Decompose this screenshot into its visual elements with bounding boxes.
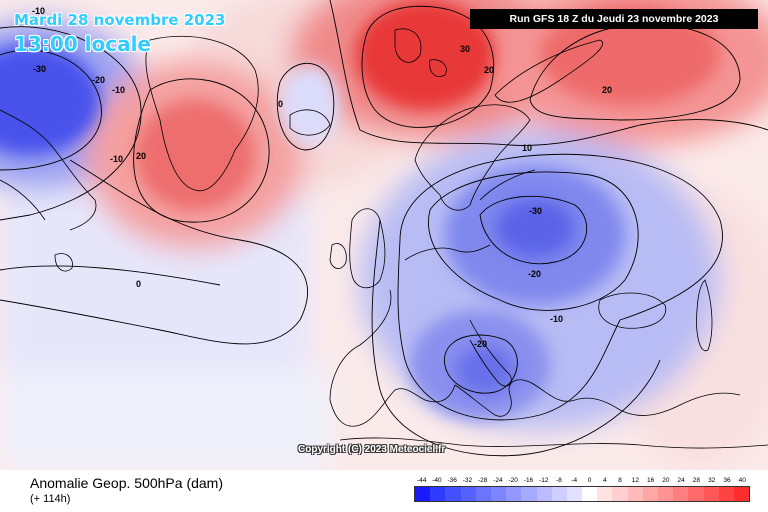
color-scale-swatch: [658, 487, 674, 501]
contour-label-minus20-central: -20: [528, 269, 541, 279]
color-scale-label: 28: [692, 477, 701, 484]
color-scale-label: 8: [618, 477, 622, 484]
forecast-time: 13:00 locale: [14, 32, 151, 56]
color-scale-label: 12: [631, 477, 639, 484]
color-scale-label: -32: [462, 477, 473, 484]
weather-map: -10 -30 -20 -10 -10 20 0 30 20 20 10 0 -…: [0, 0, 768, 470]
contour-label-minus10-nw2: -10: [112, 85, 125, 95]
color-scale-swatch: [506, 487, 522, 501]
forecast-date: Mardi 28 novembre 2023: [14, 11, 226, 29]
color-scale-swatch: [415, 487, 431, 501]
model-run-label: Run GFS 18 Z du Jeudi 23 novembre 2023: [470, 9, 758, 29]
color-scale-swatch: [612, 487, 628, 501]
color-scale-label: -40: [432, 477, 442, 484]
contour-label-0-atlantic: 0: [136, 279, 141, 289]
coastlines: [0, 28, 768, 449]
contour-label-20-greenland: 20: [136, 151, 146, 161]
color-scale-label: -36: [447, 477, 457, 484]
contour-label-20-russia: 20: [602, 85, 612, 95]
color-scale-swatches: [414, 486, 750, 502]
color-scale-labels: -44 -40 -36 -32 -28 -24 -20 -16 -12 -8 -4 0 4 8 12 16 20…: [414, 476, 750, 486]
map-title: Anomalie Geop. 500hPa (dam): [30, 475, 223, 491]
color-scale-legend: -44 -40 -36 -32 -28 -24 -20 -16 -12 -8 -4 0 4 8 12 16 20…: [414, 476, 750, 502]
color-scale-label: 20: [662, 477, 670, 484]
contour-label-minus20-nw: -20: [92, 75, 105, 85]
contour-label-20-scandinavia: 20: [484, 65, 494, 75]
color-scale-label: -12: [539, 477, 549, 484]
color-scale-swatch: [551, 487, 567, 501]
color-scale-label: -44: [416, 477, 427, 484]
contour-label-minus30-central: -30: [529, 206, 542, 216]
color-scale-label: -4: [571, 477, 578, 484]
color-scale-swatch: [475, 487, 491, 501]
color-scale-swatch: [627, 487, 643, 501]
contour-label-minus20-south: -20: [474, 339, 487, 349]
contour-label-minus10-nw: -10: [32, 6, 45, 16]
contour-lines: [0, 0, 768, 457]
forecast-lead-time: (+ 114h): [30, 493, 71, 505]
color-scale-label: 40: [738, 477, 746, 484]
contour-labels: -10 -30 -20 -10 -10 20 0 30 20 20 10 0 -…: [32, 6, 612, 349]
color-scale-swatch: [445, 487, 461, 501]
color-scale-swatch: [521, 487, 537, 501]
contour-label-minus10-labrador: -10: [110, 154, 123, 164]
color-scale-swatch: [490, 487, 507, 501]
color-scale-swatch: [703, 487, 719, 501]
color-scale-label: 4: [603, 477, 607, 484]
color-scale-label: 36: [723, 477, 731, 484]
contour-label-0-iceland: 0: [278, 99, 283, 109]
color-scale-swatch: [718, 487, 734, 501]
color-scale-swatch: [733, 487, 750, 501]
color-scale-label: -28: [477, 477, 488, 484]
color-scale-label: -24: [493, 477, 503, 484]
contour-label-10-baltic: 10: [522, 143, 532, 153]
color-scale-label: 24: [677, 477, 685, 484]
color-scale-swatch: [536, 487, 552, 501]
color-scale-swatch: [673, 487, 689, 501]
color-scale-label: 16: [647, 477, 655, 484]
color-scale-label: 0: [587, 477, 592, 484]
color-scale-label: -8: [556, 477, 562, 484]
color-scale-swatch: [642, 487, 658, 501]
color-scale-label: -20: [508, 477, 518, 484]
color-scale-swatch: [597, 487, 613, 501]
color-scale-swatch: [688, 487, 704, 501]
contour-label-30-scandinavia: 30: [460, 44, 470, 54]
contour-label-minus10-balkans: -10: [550, 314, 563, 324]
color-scale-swatch: [460, 487, 476, 501]
color-scale-swatch: [582, 487, 598, 501]
contour-label-minus30-nw: -30: [33, 64, 46, 74]
color-scale-label: -16: [523, 477, 534, 484]
color-scale-label: 32: [708, 477, 716, 484]
copyright-notice: Copyright (C) 2023 Meteociel.fr: [298, 444, 446, 455]
color-scale-swatch: [566, 487, 583, 501]
color-scale-swatch: [430, 487, 446, 501]
